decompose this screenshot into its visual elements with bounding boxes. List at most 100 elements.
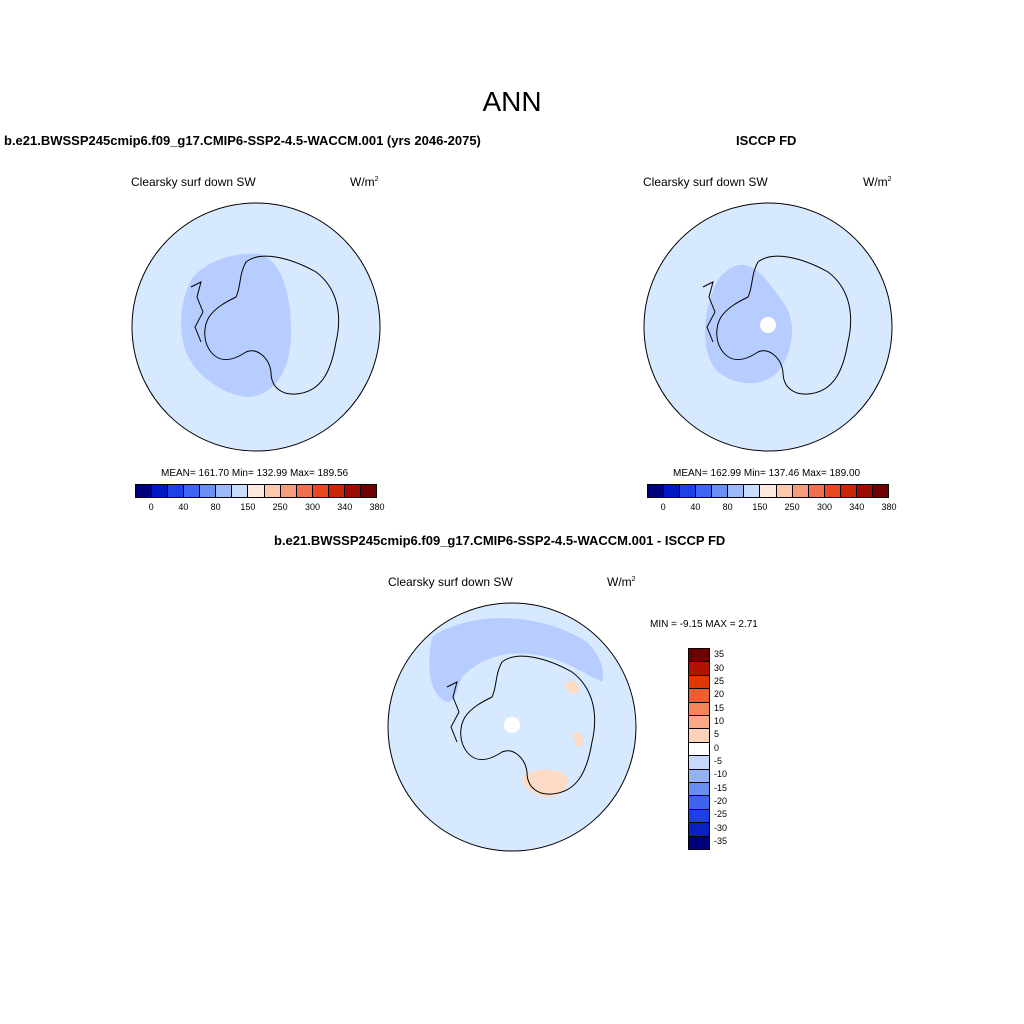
colorbar-swatch [689, 796, 709, 810]
colorbar-swatch [232, 485, 249, 497]
antarctica-coastline [190, 255, 340, 395]
polar-map-obs [643, 202, 893, 452]
colorbar-tick-label: 250 [784, 502, 800, 512]
colorbar-swatch [344, 485, 361, 497]
colorbar-tick-label: 35 [714, 649, 725, 660]
colorbar-tick-label: 25 [714, 676, 725, 686]
colorbar-tick-label: -30 [714, 822, 728, 833]
colorbar-swatch [808, 485, 825, 497]
stats-model: MEAN= 161.70 Min= 132.99 Max= 189.56 [161, 468, 349, 479]
colorbar-swatch [840, 485, 857, 497]
colorbar-swatch [136, 485, 153, 497]
colorbar-swatch [824, 485, 841, 497]
colorbar-tick-label: 380 [881, 502, 897, 512]
colorbar-tick-label: 80 [722, 502, 733, 512]
colorbar-swatch [360, 485, 376, 497]
colorbar-swatch [856, 485, 873, 497]
colorbar-tick-label: -15 [714, 782, 728, 793]
colorbar-swatch [264, 485, 281, 497]
colorbar-swatch [689, 689, 709, 703]
colorbar-swatch [872, 485, 888, 497]
colorbar-swatch [689, 809, 709, 824]
colorbar-tick-label: 250 [272, 502, 288, 512]
colorbar-tick-label: 0 [714, 742, 720, 753]
colorbar-obs: 0 40 80 150 250 300 340 380 [647, 484, 897, 512]
colorbar-swatch [689, 729, 709, 743]
antarctica-coastline [702, 255, 852, 395]
antarctica-coastline [446, 655, 596, 795]
colorbar-swatch [216, 485, 233, 497]
positive-patch [522, 769, 569, 797]
colorbar-swatch [760, 485, 777, 497]
panel-title-diff: b.e21.BWSSP245cmip6.f09_g17.CMIP6-SSP2-4… [274, 533, 726, 548]
colorbar-swatch [248, 485, 265, 497]
colorbar-swatch [689, 675, 709, 690]
variable-label-model: Clearsky surf down SW [131, 175, 256, 189]
low-value-region [705, 264, 793, 384]
colorbar-tick-label: 40 [178, 502, 189, 512]
colorbar-tick-label: 380 [369, 502, 385, 512]
colorbar-swatch [689, 756, 709, 770]
low-value-region [181, 253, 291, 397]
colorbar-diff: 35 30 25 20 15 10 5 0 -5 -10 -15 -20 -25 -30 -35 [688, 648, 748, 850]
colorbar-tick-label: 30 [714, 662, 725, 673]
colorbar-tick-label: 80 [210, 502, 221, 512]
colorbar-tick-label: -5 [714, 756, 723, 766]
colorbar-swatch [744, 485, 761, 497]
colorbar-swatch [689, 742, 709, 757]
colorbar-swatch [689, 702, 709, 717]
stats-obs: MEAN= 162.99 Min= 137.46 Max= 189.00 [673, 468, 861, 479]
colorbar-swatch [792, 485, 809, 497]
colorbar-swatch [689, 649, 709, 663]
colorbar-tick-label: 150 [240, 502, 256, 512]
colorbar-tick-label: 300 [816, 502, 832, 512]
colorbar-swatch [776, 485, 793, 497]
polar-map-model [131, 202, 381, 452]
colorbar-swatch [712, 485, 729, 497]
colorbar-swatch [664, 485, 681, 497]
colorbar-tick-label: 10 [714, 716, 725, 726]
colorbar-tick-label: 340 [849, 502, 865, 512]
colorbar-tick-label: -20 [714, 796, 728, 806]
colorbar-tick-label: -35 [714, 836, 728, 846]
colorbar-swatch [280, 485, 297, 497]
colorbar-swatch [689, 836, 709, 850]
colorbar-swatch [200, 485, 217, 497]
colorbar-tick-label: 340 [337, 502, 353, 512]
colorbar-tick-label: 0 [660, 502, 666, 512]
units-label-diff: W/m2 [607, 575, 636, 589]
colorbar-tick-label: 150 [752, 502, 768, 512]
variable-label-obs: Clearsky surf down SW [643, 175, 768, 189]
colorbar-swatch [184, 485, 201, 497]
colorbar-swatch [312, 485, 329, 497]
colorbar-swatch [728, 485, 745, 497]
units-label-model: W/m2 [350, 175, 379, 189]
colorbar-swatch [152, 485, 169, 497]
colorbar-swatch [689, 662, 709, 676]
panel-title-model: b.e21.BWSSP245cmip6.f09_g17.CMIP6-SSP2-4… [4, 133, 481, 148]
variable-label-diff: Clearsky surf down SW [388, 575, 513, 589]
panel-title-obs: ISCCP FD [736, 133, 797, 148]
missing-data-pole [760, 317, 776, 333]
colorbar-swatch [168, 485, 185, 497]
polar-map-diff [387, 602, 637, 852]
colorbar-swatch [296, 485, 313, 497]
stats-diff: MIN = -9.15 MAX = 2.71 [650, 619, 758, 630]
colorbar-swatch [648, 485, 665, 497]
positive-patch-small [565, 680, 580, 695]
missing-data-pole [504, 717, 520, 733]
colorbar-tick-label: 20 [714, 689, 725, 700]
colorbar-model: 0 40 80 150 250 300 340 380 [135, 484, 385, 512]
colorbar-tick-label: 15 [714, 702, 725, 713]
positive-patch-small [573, 731, 583, 748]
colorbar-swatch [689, 769, 709, 784]
colorbar-swatch [689, 823, 709, 837]
colorbar-tick-label: 40 [690, 502, 701, 512]
colorbar-tick-label: 5 [714, 729, 720, 740]
colorbar-tick-label: 300 [304, 502, 320, 512]
main-title: ANN [482, 86, 542, 117]
colorbar-swatch [680, 485, 697, 497]
negative-region [429, 618, 604, 702]
units-label-obs: W/m2 [863, 175, 892, 189]
colorbar-swatch [689, 783, 709, 797]
